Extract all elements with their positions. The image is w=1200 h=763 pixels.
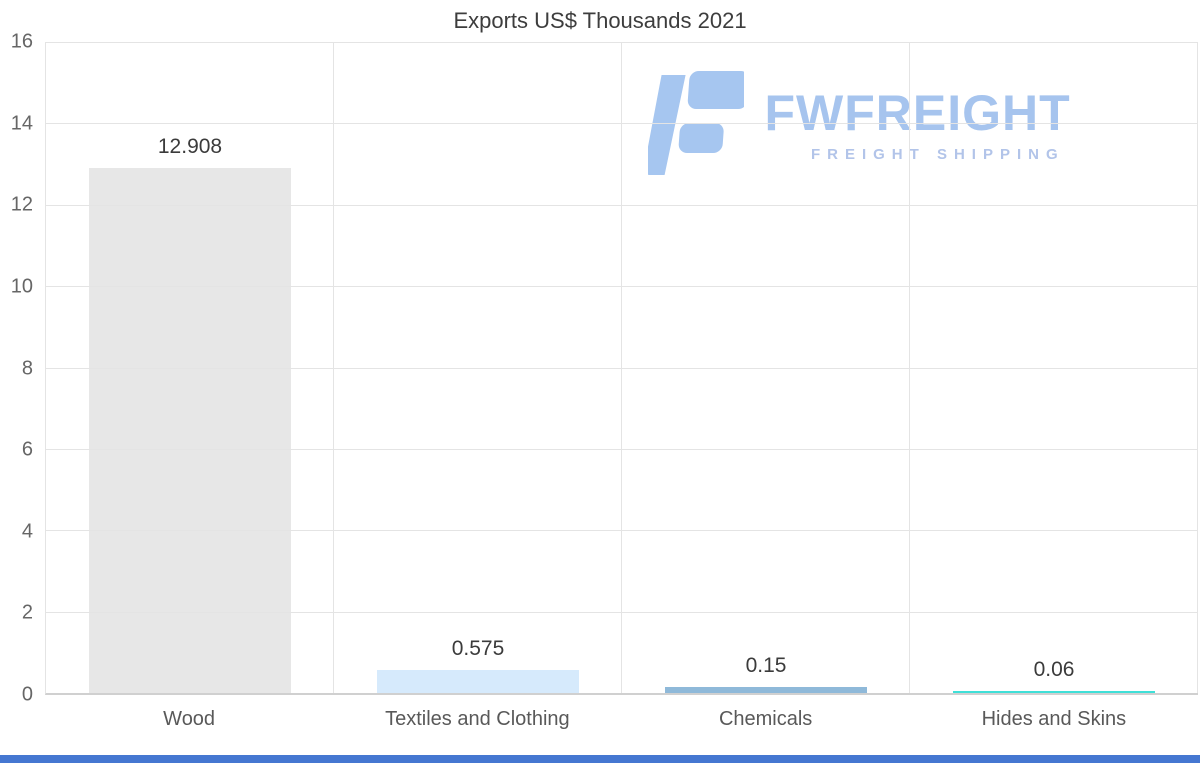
gridline-horizontal [46, 530, 1198, 532]
y-tick-label: 14 [10, 112, 33, 135]
gridline-horizontal [46, 42, 1198, 43]
bar-value-label: 0.06 [1033, 657, 1075, 681]
bar-slot-hides-and-skins: 0.06 [910, 42, 1198, 693]
bar-slot-textiles-and-clothing: 0.575 [334, 42, 622, 693]
y-tick-label: 16 [10, 30, 33, 53]
gridline-vertical [909, 42, 910, 693]
bottom-scrollbar[interactable] [0, 755, 1200, 763]
x-category-label: Hides and Skins [981, 708, 1127, 730]
bar-slot-chemicals: 0.15 [622, 42, 910, 693]
bar-wood [89, 167, 291, 693]
y-tick-label: 2 [21, 601, 33, 624]
y-tick-label: 4 [21, 520, 33, 543]
bar-hides-and-skins [953, 690, 1155, 693]
gridline-horizontal [46, 123, 1198, 125]
gridline-horizontal [46, 611, 1198, 613]
x-category-label: Textiles and Clothing [385, 708, 570, 730]
x-category-label: Chemicals [718, 708, 813, 730]
y-axis: 0 2 4 6 8 10 12 14 16 [0, 31, 45, 706]
gridline-vertical [333, 42, 334, 693]
x-axis: Wood Textiles and Clothing Chemicals Hides … [45, 700, 1198, 731]
gridline-vertical [1197, 42, 1198, 693]
y-tick-label: 8 [21, 357, 33, 379]
bar-value-label: 0.15 [745, 653, 787, 677]
y-tick-label: 12 [10, 193, 33, 216]
y-tick-label: 6 [21, 438, 33, 461]
gridline-horizontal [46, 204, 1198, 206]
bar-chart: 0 2 4 6 8 10 12 14 16 12.908 0.575 0.15 0.06 FWFREI… [0, 31, 1200, 706]
bar-value-label: 0.575 [451, 636, 505, 660]
bar-value-label: 12.908 [157, 134, 223, 158]
bar-chemicals [665, 686, 867, 693]
bar-slot-wood: 12.908 [46, 42, 334, 693]
plot-area: 12.908 0.575 0.15 0.06 FWFREIGHT FREIGHT SH… [45, 42, 1198, 695]
chart-title: Exports US$ Thousands 2021 [453, 8, 747, 33]
y-tick-label: 0 [21, 683, 33, 706]
gridline-vertical [621, 42, 622, 693]
x-category-label: Wood [163, 708, 216, 730]
gridline-horizontal [46, 286, 1198, 288]
gridline-horizontal [46, 448, 1198, 450]
gridline-horizontal [46, 367, 1198, 369]
bars: 12.908 0.575 0.15 0.06 [46, 42, 1198, 693]
y-tick-label: 10 [10, 275, 33, 298]
bar-textiles-and-clothing [377, 669, 579, 693]
